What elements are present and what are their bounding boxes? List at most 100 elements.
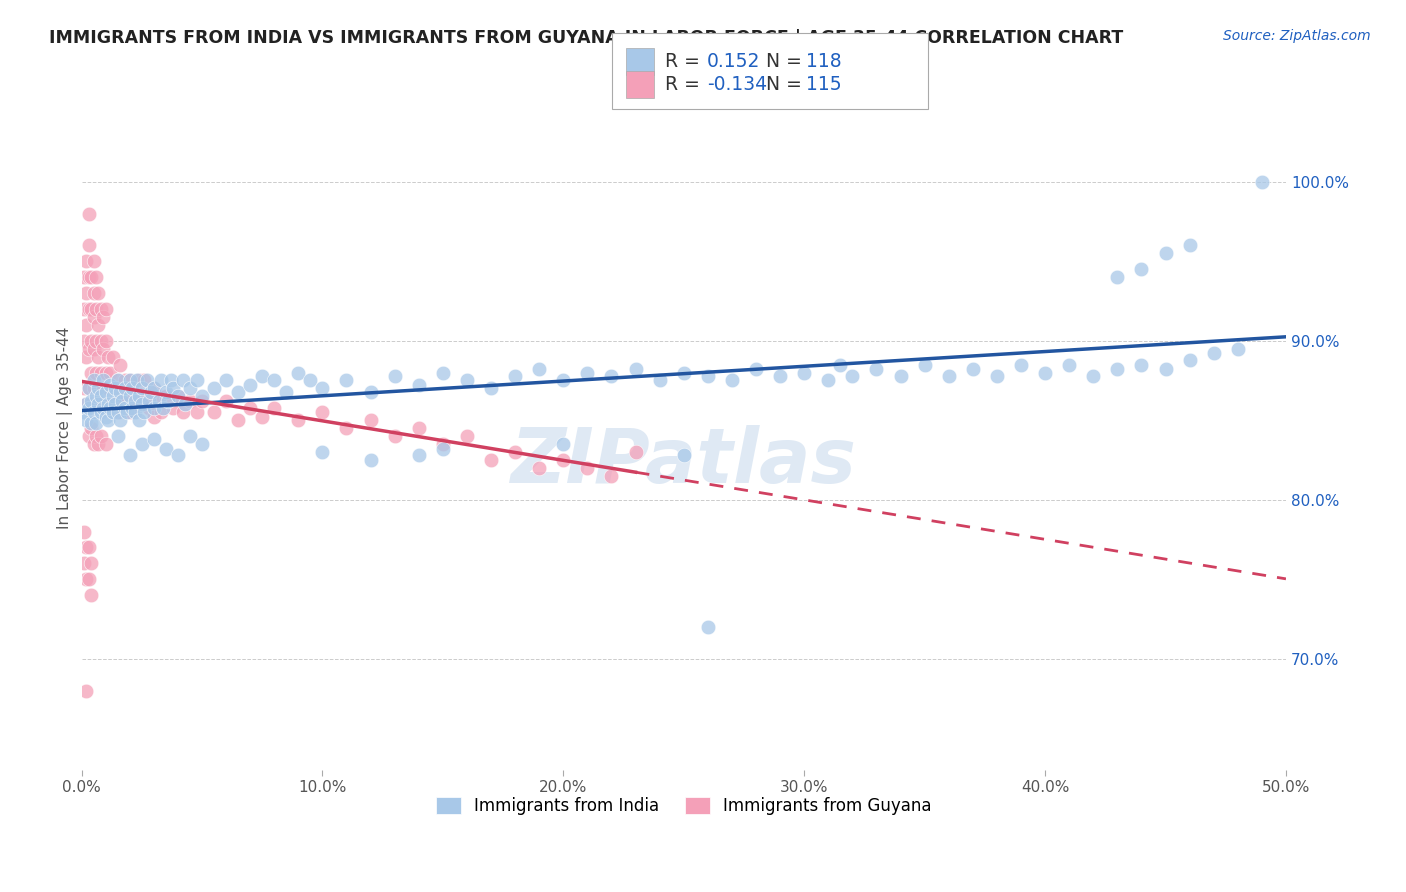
- Point: [1178, 238, 1201, 252]
- Point: [157, 394, 180, 409]
- Point: [124, 405, 146, 419]
- Point: [84, 389, 107, 403]
- Point: [91, 342, 114, 356]
- Point: [100, 401, 122, 415]
- Point: [114, 374, 136, 388]
- Point: [179, 394, 201, 409]
- Point: [83, 374, 105, 388]
- Point: [142, 401, 165, 415]
- Point: [90, 334, 112, 348]
- Point: [311, 381, 333, 395]
- Point: [1057, 358, 1080, 372]
- Point: [108, 384, 131, 399]
- Point: [287, 413, 309, 427]
- Point: [107, 405, 129, 419]
- Point: [148, 389, 170, 403]
- Point: [648, 374, 671, 388]
- Point: [226, 384, 249, 399]
- Point: [172, 374, 194, 388]
- Point: [745, 362, 768, 376]
- Point: [125, 397, 148, 411]
- Point: [75, 397, 97, 411]
- Text: R =: R =: [665, 75, 700, 95]
- Point: [83, 405, 105, 419]
- Point: [553, 374, 575, 388]
- Point: [250, 410, 273, 425]
- Point: [77, 238, 100, 252]
- Point: [87, 318, 110, 332]
- Point: [83, 286, 105, 301]
- Point: [84, 334, 107, 348]
- Point: [311, 445, 333, 459]
- Text: 118: 118: [806, 52, 841, 71]
- Text: Source: ZipAtlas.com: Source: ZipAtlas.com: [1223, 29, 1371, 43]
- Point: [75, 683, 97, 698]
- Point: [118, 389, 141, 403]
- Point: [77, 342, 100, 356]
- Point: [384, 429, 406, 443]
- Point: [83, 381, 105, 395]
- Point: [167, 389, 190, 403]
- Point: [131, 397, 153, 411]
- Point: [191, 389, 214, 403]
- Point: [142, 410, 165, 425]
- Point: [101, 405, 124, 419]
- Point: [75, 572, 97, 586]
- Point: [162, 401, 184, 415]
- Point: [114, 401, 136, 415]
- Point: [87, 286, 110, 301]
- Point: [128, 389, 150, 403]
- Point: [73, 381, 96, 395]
- Point: [167, 389, 190, 403]
- Point: [94, 384, 117, 399]
- Point: [100, 397, 122, 411]
- Point: [77, 429, 100, 443]
- Point: [128, 413, 150, 427]
- Y-axis label: In Labor Force | Age 35-44: In Labor Force | Age 35-44: [58, 327, 73, 529]
- Point: [986, 368, 1008, 383]
- Point: [215, 374, 238, 388]
- Point: [131, 389, 153, 403]
- Point: [889, 368, 911, 383]
- Point: [124, 381, 146, 395]
- Text: R =: R =: [665, 52, 700, 71]
- Point: [360, 384, 382, 399]
- Point: [432, 437, 454, 451]
- Point: [80, 270, 103, 285]
- Point: [134, 374, 156, 388]
- Point: [77, 572, 100, 586]
- Point: [94, 334, 117, 348]
- Point: [456, 374, 478, 388]
- Point: [134, 405, 156, 419]
- Point: [75, 413, 97, 427]
- Point: [202, 405, 225, 419]
- Point: [1010, 358, 1032, 372]
- Point: [384, 368, 406, 383]
- Point: [104, 397, 127, 411]
- Point: [90, 397, 112, 411]
- Point: [77, 401, 100, 415]
- Point: [97, 350, 120, 364]
- Point: [155, 384, 177, 399]
- Point: [77, 301, 100, 316]
- Point: [335, 374, 357, 388]
- Point: [117, 389, 139, 403]
- Point: [962, 362, 984, 376]
- Point: [90, 389, 112, 403]
- Point: [155, 389, 177, 403]
- Point: [91, 401, 114, 415]
- Point: [90, 405, 112, 419]
- Point: [432, 366, 454, 380]
- Point: [131, 437, 153, 451]
- Point: [250, 368, 273, 383]
- Point: [600, 468, 623, 483]
- Point: [87, 381, 110, 395]
- Point: [335, 421, 357, 435]
- Point: [121, 401, 143, 415]
- Point: [841, 368, 863, 383]
- Point: [142, 432, 165, 446]
- Point: [503, 445, 526, 459]
- Point: [80, 417, 103, 431]
- Point: [299, 374, 322, 388]
- Point: [1130, 358, 1153, 372]
